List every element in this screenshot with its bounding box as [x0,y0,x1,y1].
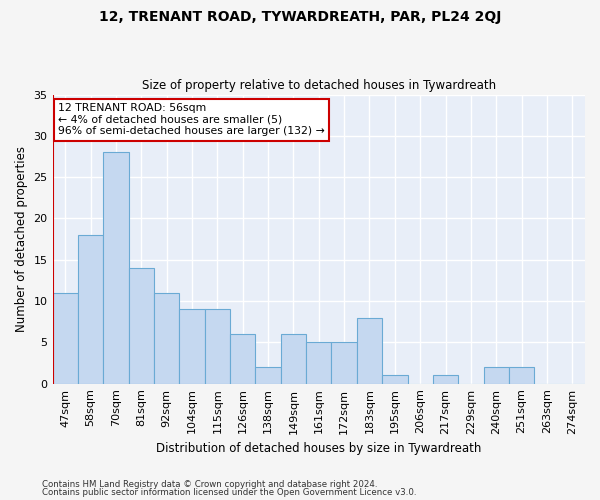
Bar [509,367,534,384]
Bar [357,318,382,384]
Text: Contains HM Land Registry data © Crown copyright and database right 2024.: Contains HM Land Registry data © Crown c… [42,480,377,489]
Bar [78,235,103,384]
Bar [281,334,306,384]
Bar [306,342,331,384]
Bar [433,376,458,384]
Bar [205,310,230,384]
Bar [179,310,205,384]
Y-axis label: Number of detached properties: Number of detached properties [15,146,28,332]
Bar [256,367,281,384]
Text: Contains public sector information licensed under the Open Government Licence v3: Contains public sector information licen… [42,488,416,497]
Bar [128,268,154,384]
Bar [331,342,357,384]
Bar [154,293,179,384]
X-axis label: Distribution of detached houses by size in Tywardreath: Distribution of detached houses by size … [156,442,481,455]
Bar [382,376,407,384]
Text: 12 TRENANT ROAD: 56sqm
← 4% of detached houses are smaller (5)
96% of semi-detac: 12 TRENANT ROAD: 56sqm ← 4% of detached … [58,103,325,136]
Text: 12, TRENANT ROAD, TYWARDREATH, PAR, PL24 2QJ: 12, TRENANT ROAD, TYWARDREATH, PAR, PL24… [99,10,501,24]
Bar [230,334,256,384]
Bar [103,152,128,384]
Title: Size of property relative to detached houses in Tywardreath: Size of property relative to detached ho… [142,79,496,92]
Bar [484,367,509,384]
Bar [53,293,78,384]
